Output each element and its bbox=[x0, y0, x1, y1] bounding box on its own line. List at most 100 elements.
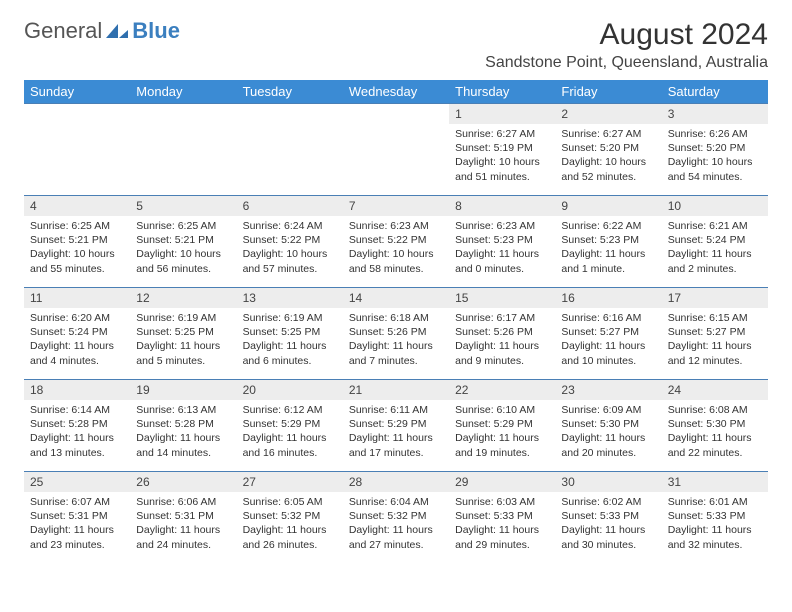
daylight-line: Daylight: 11 hours and 13 minutes. bbox=[30, 431, 124, 459]
daylight-line: Daylight: 11 hours and 32 minutes. bbox=[668, 523, 762, 551]
day-number: 10 bbox=[662, 196, 768, 216]
day-details: Sunrise: 6:23 AMSunset: 5:23 PMDaylight:… bbox=[449, 216, 555, 278]
sunrise-line: Sunrise: 6:06 AM bbox=[136, 495, 230, 509]
day-number: 3 bbox=[662, 104, 768, 124]
day-details: Sunrise: 6:06 AMSunset: 5:31 PMDaylight:… bbox=[130, 492, 236, 554]
day-details: Sunrise: 6:25 AMSunset: 5:21 PMDaylight:… bbox=[130, 216, 236, 278]
sunset-line: Sunset: 5:20 PM bbox=[668, 141, 762, 155]
day-details: Sunrise: 6:22 AMSunset: 5:23 PMDaylight:… bbox=[555, 216, 661, 278]
sunrise-line: Sunrise: 6:18 AM bbox=[349, 311, 443, 325]
day-details: Sunrise: 6:25 AMSunset: 5:21 PMDaylight:… bbox=[24, 216, 130, 278]
daylight-line: Daylight: 11 hours and 30 minutes. bbox=[561, 523, 655, 551]
sunset-line: Sunset: 5:24 PM bbox=[30, 325, 124, 339]
sunset-line: Sunset: 5:22 PM bbox=[349, 233, 443, 247]
calendar-cell: 31Sunrise: 6:01 AMSunset: 5:33 PMDayligh… bbox=[662, 472, 768, 564]
day-number: 4 bbox=[24, 196, 130, 216]
sunrise-line: Sunrise: 6:13 AM bbox=[136, 403, 230, 417]
day-details: Sunrise: 6:24 AMSunset: 5:22 PMDaylight:… bbox=[237, 216, 343, 278]
daylight-line: Daylight: 11 hours and 6 minutes. bbox=[243, 339, 337, 367]
sunrise-line: Sunrise: 6:01 AM bbox=[668, 495, 762, 509]
sunrise-line: Sunrise: 6:05 AM bbox=[243, 495, 337, 509]
day-details: Sunrise: 6:02 AMSunset: 5:33 PMDaylight:… bbox=[555, 492, 661, 554]
daylight-line: Daylight: 11 hours and 24 minutes. bbox=[136, 523, 230, 551]
calendar-cell: 14Sunrise: 6:18 AMSunset: 5:26 PMDayligh… bbox=[343, 288, 449, 380]
calendar-cell: 2Sunrise: 6:27 AMSunset: 5:20 PMDaylight… bbox=[555, 104, 661, 196]
daylight-line: Daylight: 10 hours and 57 minutes. bbox=[243, 247, 337, 275]
day-details: Sunrise: 6:21 AMSunset: 5:24 PMDaylight:… bbox=[662, 216, 768, 278]
header: General Blue August 2024 Sandstone Point… bbox=[24, 18, 768, 72]
sunrise-line: Sunrise: 6:21 AM bbox=[668, 219, 762, 233]
sunset-line: Sunset: 5:22 PM bbox=[243, 233, 337, 247]
calendar-cell bbox=[24, 104, 130, 196]
sunrise-line: Sunrise: 6:14 AM bbox=[30, 403, 124, 417]
sunset-line: Sunset: 5:33 PM bbox=[455, 509, 549, 523]
title-block: August 2024 Sandstone Point, Queensland,… bbox=[485, 18, 768, 72]
daylight-line: Daylight: 11 hours and 17 minutes. bbox=[349, 431, 443, 459]
sunset-line: Sunset: 5:24 PM bbox=[668, 233, 762, 247]
sunset-line: Sunset: 5:26 PM bbox=[455, 325, 549, 339]
day-header: Thursday bbox=[449, 80, 555, 104]
day-number: 25 bbox=[24, 472, 130, 492]
sunset-line: Sunset: 5:28 PM bbox=[30, 417, 124, 431]
sunrise-line: Sunrise: 6:12 AM bbox=[243, 403, 337, 417]
sunrise-line: Sunrise: 6:23 AM bbox=[349, 219, 443, 233]
day-number: 14 bbox=[343, 288, 449, 308]
calendar-cell bbox=[343, 104, 449, 196]
daylight-line: Daylight: 11 hours and 14 minutes. bbox=[136, 431, 230, 459]
sunrise-line: Sunrise: 6:07 AM bbox=[30, 495, 124, 509]
day-number: 11 bbox=[24, 288, 130, 308]
day-details: Sunrise: 6:10 AMSunset: 5:29 PMDaylight:… bbox=[449, 400, 555, 462]
daylight-line: Daylight: 11 hours and 22 minutes. bbox=[668, 431, 762, 459]
sunrise-line: Sunrise: 6:08 AM bbox=[668, 403, 762, 417]
daylight-line: Daylight: 11 hours and 29 minutes. bbox=[455, 523, 549, 551]
month-title: August 2024 bbox=[485, 18, 768, 52]
day-header: Friday bbox=[555, 80, 661, 104]
daylight-line: Daylight: 11 hours and 10 minutes. bbox=[561, 339, 655, 367]
daylight-line: Daylight: 11 hours and 20 minutes. bbox=[561, 431, 655, 459]
day-details: Sunrise: 6:01 AMSunset: 5:33 PMDaylight:… bbox=[662, 492, 768, 554]
sunset-line: Sunset: 5:29 PM bbox=[349, 417, 443, 431]
sunset-line: Sunset: 5:28 PM bbox=[136, 417, 230, 431]
sunset-line: Sunset: 5:23 PM bbox=[455, 233, 549, 247]
day-number: 12 bbox=[130, 288, 236, 308]
daylight-line: Daylight: 11 hours and 1 minute. bbox=[561, 247, 655, 275]
calendar-cell: 6Sunrise: 6:24 AMSunset: 5:22 PMDaylight… bbox=[237, 196, 343, 288]
day-details: Sunrise: 6:19 AMSunset: 5:25 PMDaylight:… bbox=[130, 308, 236, 370]
sunset-line: Sunset: 5:19 PM bbox=[455, 141, 549, 155]
logo-sail-icon bbox=[104, 22, 130, 40]
daylight-line: Daylight: 10 hours and 58 minutes. bbox=[349, 247, 443, 275]
day-details: Sunrise: 6:20 AMSunset: 5:24 PMDaylight:… bbox=[24, 308, 130, 370]
sunrise-line: Sunrise: 6:25 AM bbox=[136, 219, 230, 233]
sunrise-line: Sunrise: 6:10 AM bbox=[455, 403, 549, 417]
sunset-line: Sunset: 5:31 PM bbox=[136, 509, 230, 523]
day-header: Wednesday bbox=[343, 80, 449, 104]
calendar-cell: 18Sunrise: 6:14 AMSunset: 5:28 PMDayligh… bbox=[24, 380, 130, 472]
day-number: 23 bbox=[555, 380, 661, 400]
calendar-cell: 10Sunrise: 6:21 AMSunset: 5:24 PMDayligh… bbox=[662, 196, 768, 288]
calendar-table: Sunday Monday Tuesday Wednesday Thursday… bbox=[24, 80, 768, 564]
sunset-line: Sunset: 5:21 PM bbox=[30, 233, 124, 247]
sunset-line: Sunset: 5:29 PM bbox=[455, 417, 549, 431]
day-number: 20 bbox=[237, 380, 343, 400]
calendar-cell: 5Sunrise: 6:25 AMSunset: 5:21 PMDaylight… bbox=[130, 196, 236, 288]
day-details: Sunrise: 6:26 AMSunset: 5:20 PMDaylight:… bbox=[662, 124, 768, 186]
day-number: 1 bbox=[449, 104, 555, 124]
daylight-line: Daylight: 11 hours and 27 minutes. bbox=[349, 523, 443, 551]
sunrise-line: Sunrise: 6:15 AM bbox=[668, 311, 762, 325]
sunrise-line: Sunrise: 6:11 AM bbox=[349, 403, 443, 417]
daylight-line: Daylight: 11 hours and 12 minutes. bbox=[668, 339, 762, 367]
sunrise-line: Sunrise: 6:19 AM bbox=[243, 311, 337, 325]
day-number: 17 bbox=[662, 288, 768, 308]
calendar-cell: 22Sunrise: 6:10 AMSunset: 5:29 PMDayligh… bbox=[449, 380, 555, 472]
calendar-cell: 13Sunrise: 6:19 AMSunset: 5:25 PMDayligh… bbox=[237, 288, 343, 380]
calendar-cell: 30Sunrise: 6:02 AMSunset: 5:33 PMDayligh… bbox=[555, 472, 661, 564]
sunset-line: Sunset: 5:29 PM bbox=[243, 417, 337, 431]
calendar-cell: 15Sunrise: 6:17 AMSunset: 5:26 PMDayligh… bbox=[449, 288, 555, 380]
calendar-cell: 16Sunrise: 6:16 AMSunset: 5:27 PMDayligh… bbox=[555, 288, 661, 380]
day-number: 19 bbox=[130, 380, 236, 400]
daylight-line: Daylight: 10 hours and 55 minutes. bbox=[30, 247, 124, 275]
day-number: 29 bbox=[449, 472, 555, 492]
daylight-line: Daylight: 11 hours and 7 minutes. bbox=[349, 339, 443, 367]
calendar-cell: 1Sunrise: 6:27 AMSunset: 5:19 PMDaylight… bbox=[449, 104, 555, 196]
day-number: 8 bbox=[449, 196, 555, 216]
